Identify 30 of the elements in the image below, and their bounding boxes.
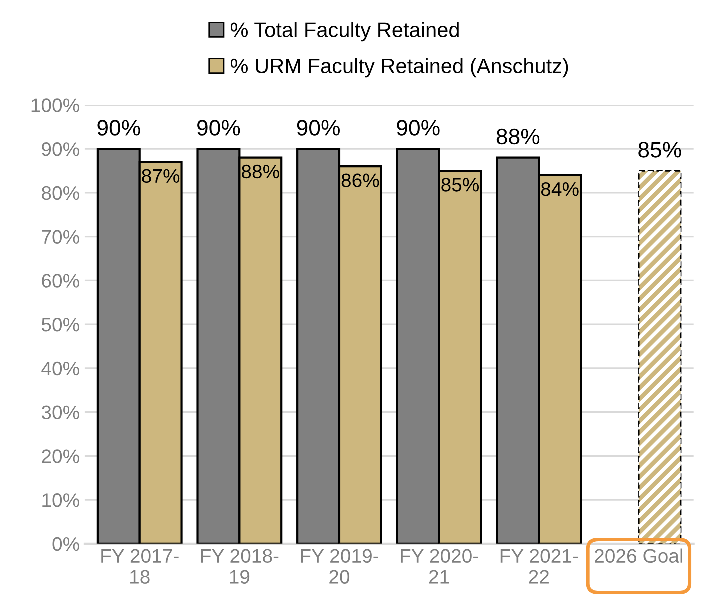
data-label: 84% [541,182,579,196]
legend-label: % URM Faculty Retained (Anschutz) [230,58,568,78]
legend-label: % Total Faculty Retained [230,22,459,42]
x-tick-label: FY 2019- 20 [301,549,378,584]
data-label: 85% [442,178,480,192]
data-label: 88% [242,164,280,179]
y-tick-label: 90% [42,142,80,156]
y-tick-label: 80% [42,186,80,200]
y-tick-label: 40% [42,362,80,376]
y-tick-label: 20% [42,450,80,464]
data-label: 90% [397,120,440,136]
y-tick-label: 30% [42,406,80,420]
y-tick-label: 60% [42,274,80,288]
data-label: 85% [638,142,682,158]
data-label: 87% [142,169,180,184]
data-label: 90% [297,120,340,136]
y-tick-label: 10% [42,494,80,508]
x-tick-label: FY 2020- 21 [401,549,478,584]
data-label: 88% [496,128,540,145]
data-label: 90% [98,120,140,136]
y-tick-label: 100% [32,98,80,112]
x-tick-label: FY 2021- 22 [500,549,578,584]
y-tick-label: 70% [42,230,80,244]
x-tick-label: FY 2017- 18 [102,549,179,584]
y-tick-label: 50% [42,318,80,332]
y-tick-label: 0% [52,537,80,552]
data-label: 90% [198,120,240,136]
x-tick-label: 2026 Goal [595,548,683,564]
data-label: 86% [342,174,380,188]
x-tick-label: FY 2018- 19 [201,549,279,584]
